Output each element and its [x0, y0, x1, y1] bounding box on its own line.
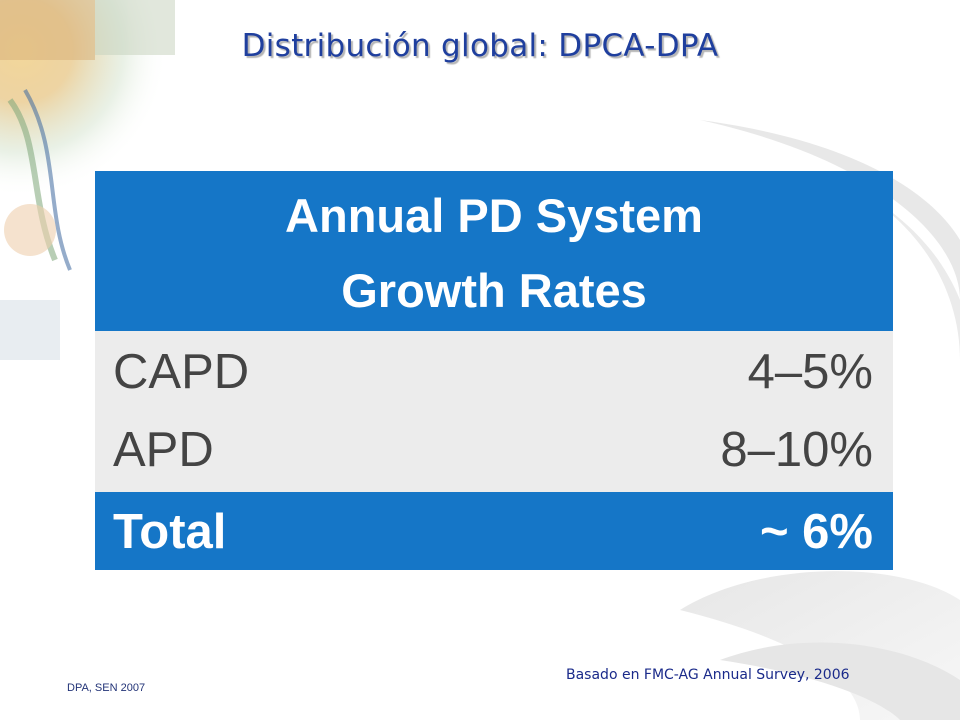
swoosh-decoration: [700, 120, 960, 300]
collage-image: [0, 0, 175, 360]
total-value: ~ 6%: [759, 505, 873, 559]
row-value-capd: 4–5%: [747, 345, 873, 399]
table-row: CAPD 4–5%: [95, 333, 893, 411]
growth-rates-table: Annual PD System Growth Rates CAPD 4–5% …: [95, 171, 893, 570]
table-header-line-1: Annual PD System: [285, 189, 703, 242]
table-header: Annual PD System Growth Rates: [95, 171, 893, 331]
table-body: CAPD 4–5% APD 8–10%: [95, 331, 893, 492]
slide-title: Distribución global: DPCA-DPA: [241, 28, 719, 64]
total-label: Total: [113, 505, 227, 559]
row-value-apd: 8–10%: [720, 423, 873, 477]
source-citation: Basado en FMC-AG Annual Survey, 2006: [566, 667, 850, 683]
row-label-apd: APD: [113, 423, 214, 477]
row-label-capd: CAPD: [113, 345, 250, 399]
table-total-row: Total ~ 6%: [95, 492, 893, 570]
table-header-line-2: Growth Rates: [341, 264, 647, 317]
slide-footer: DPA, SEN 2007: [67, 682, 146, 694]
table-row: APD 8–10%: [95, 411, 893, 489]
